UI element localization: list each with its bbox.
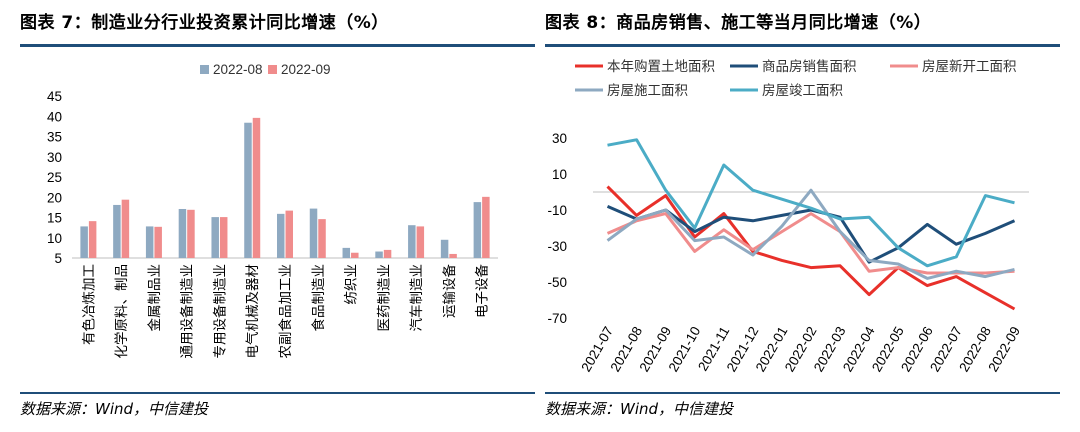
bar bbox=[351, 252, 359, 258]
bar bbox=[219, 217, 228, 258]
bar bbox=[416, 226, 425, 258]
y-tick-label: 15 bbox=[47, 211, 62, 226]
left-bottom-rule bbox=[20, 392, 535, 394]
x-category-label: 食品制造业 bbox=[310, 264, 326, 332]
bar bbox=[342, 247, 351, 258]
bar bbox=[285, 210, 293, 258]
y-tick-label: 20 bbox=[47, 190, 62, 205]
x-category-label: 通用设备制造业 bbox=[179, 264, 195, 359]
bar bbox=[121, 199, 130, 258]
x-category-label: 专用设备制造业 bbox=[211, 264, 227, 359]
y-tick-label: 30 bbox=[552, 131, 567, 146]
x-category-label: 汽车制造业 bbox=[408, 264, 424, 332]
bar bbox=[277, 213, 285, 258]
legend-label: 房屋竣工面积 bbox=[762, 83, 843, 98]
bar bbox=[80, 226, 88, 258]
y-tick-label: 35 bbox=[47, 130, 62, 145]
series-line bbox=[606, 188, 1015, 280]
bar bbox=[482, 196, 490, 258]
y-tick-label: -30 bbox=[547, 239, 567, 254]
legend-swatch bbox=[200, 65, 209, 74]
bar bbox=[318, 219, 326, 258]
series-line bbox=[607, 138, 1015, 268]
y-tick-label: 40 bbox=[47, 109, 62, 124]
y-tick-label: -50 bbox=[547, 275, 567, 290]
legend-label: 本年购置土地面积 bbox=[607, 59, 715, 74]
y-tick-label: 10 bbox=[47, 231, 62, 246]
legend-label: 房屋施工面积 bbox=[607, 83, 688, 98]
y-tick-label: 30 bbox=[47, 150, 62, 165]
right-title-rule bbox=[545, 44, 1060, 47]
bar bbox=[187, 209, 195, 258]
legend-swatch bbox=[268, 65, 277, 74]
bar bbox=[252, 117, 261, 259]
bar bbox=[88, 221, 97, 258]
x-category-label: 纺织业 bbox=[344, 264, 359, 305]
bar bbox=[449, 253, 457, 258]
x-category-label: 化学原料、制品 bbox=[114, 264, 129, 359]
left-bar-chart: 2022-08 2022-09 5 10 15 20 25 30 35 40 45 有色冶炼加工 化学原… bbox=[47, 62, 498, 359]
bar bbox=[408, 225, 416, 258]
left-chart-title: 图表 7：制造业分行业投资累计同比增速（%） bbox=[20, 13, 389, 33]
right-chart-title: 图表 8：商品房销售、施工等当月同比增速（%） bbox=[545, 13, 932, 33]
y-tick-label: 5 bbox=[54, 251, 62, 266]
legend-label: 2022-09 bbox=[281, 62, 331, 77]
bar bbox=[309, 208, 318, 258]
right-source-note: 数据来源：Wind，中信建投 bbox=[545, 400, 734, 418]
left-chart-panel: 图表 7：制造业分行业投资累计同比增速（%） 2022-08 2022-09 5 10… bbox=[20, 0, 540, 432]
bar bbox=[113, 204, 121, 258]
x-category-label: 电气机械及器材 bbox=[245, 264, 260, 359]
x-category-label: 有色冶炼加工 bbox=[80, 264, 96, 345]
left-source-note: 数据来源：Wind，中信建投 bbox=[20, 400, 209, 418]
x-category-label: 金属制品业 bbox=[147, 264, 162, 332]
bar bbox=[440, 239, 449, 258]
x-category-label: 医药制造业 bbox=[376, 264, 391, 332]
y-tick-label: 25 bbox=[47, 170, 62, 185]
legend-label: 2022-08 bbox=[213, 62, 263, 77]
bar bbox=[145, 226, 154, 258]
legend-label: 房屋新开工面积 bbox=[922, 59, 1017, 74]
right-bottom-rule bbox=[545, 392, 1060, 394]
y-tick-label: -10 bbox=[547, 203, 567, 218]
x-category-label: 电子设备 bbox=[474, 264, 490, 318]
bar bbox=[473, 202, 482, 258]
y-tick-label: 10 bbox=[552, 167, 567, 182]
bar bbox=[178, 208, 187, 258]
bar bbox=[383, 249, 392, 258]
x-category-label: 农副食品加工业 bbox=[277, 264, 293, 359]
left-title-rule bbox=[20, 44, 535, 47]
bar bbox=[154, 226, 162, 258]
right-chart-panel: 图表 8：商品房销售、施工等当月同比增速（%） 本年购置土地面积 商品房销售面积房… bbox=[545, 0, 1065, 432]
legend-label: 商品房销售面积 bbox=[762, 59, 857, 74]
series-line bbox=[606, 205, 1016, 264]
bar bbox=[375, 251, 383, 258]
series-line bbox=[606, 185, 1016, 311]
y-tick-label: -70 bbox=[547, 311, 567, 326]
bar bbox=[244, 122, 252, 258]
x-category-label: 运输设备 bbox=[441, 264, 457, 318]
bar bbox=[211, 217, 219, 258]
y-tick-label: 45 bbox=[47, 89, 62, 104]
